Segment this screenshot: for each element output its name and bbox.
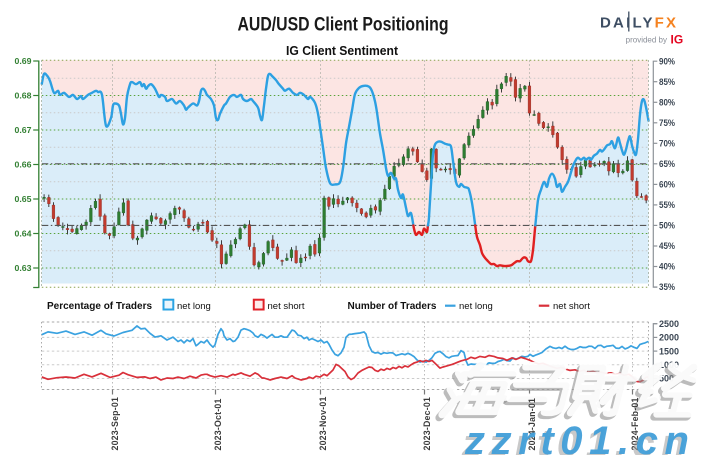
svg-text:70%: 70% bbox=[659, 139, 675, 149]
svg-text:IG Client Sentiment: IG Client Sentiment bbox=[286, 43, 399, 58]
svg-text:Percentage of Traders: Percentage of Traders bbox=[47, 301, 152, 312]
svg-text:2024-Jan-01: 2024-Jan-01 bbox=[527, 398, 537, 451]
svg-text:2023-Dec-01: 2023-Dec-01 bbox=[422, 397, 432, 451]
svg-text:2500: 2500 bbox=[659, 319, 679, 329]
svg-text:2023-Nov-01: 2023-Nov-01 bbox=[318, 396, 328, 450]
svg-text:500: 500 bbox=[659, 374, 674, 384]
svg-text:2000: 2000 bbox=[659, 333, 679, 343]
svg-text:35%: 35% bbox=[659, 282, 675, 292]
svg-text:2023-Oct-01: 2023-Oct-01 bbox=[213, 398, 223, 450]
svg-text:65%: 65% bbox=[659, 159, 675, 169]
svg-text:2023-Sep-01: 2023-Sep-01 bbox=[110, 397, 120, 451]
svg-text:75%: 75% bbox=[659, 118, 675, 128]
svg-text:net short: net short bbox=[553, 301, 590, 312]
svg-text:55%: 55% bbox=[659, 200, 675, 210]
svg-text:zzrt01.cn: zzrt01.cn bbox=[461, 422, 693, 455]
svg-text:AUD/USD Client Positioning: AUD/USD Client Positioning bbox=[238, 15, 449, 36]
svg-text:0.67: 0.67 bbox=[15, 126, 32, 135]
svg-text:0.69: 0.69 bbox=[15, 57, 32, 66]
svg-text:80%: 80% bbox=[659, 98, 675, 108]
svg-text:Number of Traders: Number of Traders bbox=[348, 301, 437, 312]
svg-text:0.64: 0.64 bbox=[15, 229, 32, 238]
svg-text:50%: 50% bbox=[659, 221, 675, 231]
svg-text:DAILYFX: DAILYFX bbox=[600, 15, 678, 32]
svg-text:IG: IG bbox=[671, 33, 684, 47]
svg-text:90%: 90% bbox=[659, 56, 675, 66]
svg-text:2024-Feb-01: 2024-Feb-01 bbox=[630, 397, 640, 450]
svg-text:60%: 60% bbox=[659, 180, 675, 190]
svg-text:net long: net long bbox=[177, 301, 211, 312]
svg-text:zzrt01.cn: zzrt01.cn bbox=[464, 419, 696, 455]
svg-text:0.68: 0.68 bbox=[15, 91, 32, 100]
svg-text:net long: net long bbox=[459, 301, 493, 312]
svg-text:0.66: 0.66 bbox=[15, 160, 32, 169]
svg-text:45%: 45% bbox=[659, 241, 675, 251]
svg-text:85%: 85% bbox=[659, 77, 675, 87]
svg-text:40%: 40% bbox=[659, 262, 675, 272]
svg-text:0.65: 0.65 bbox=[15, 195, 32, 204]
svg-text:1500: 1500 bbox=[659, 346, 679, 356]
svg-text:net short: net short bbox=[268, 301, 305, 312]
svg-text:provided by: provided by bbox=[626, 36, 667, 45]
svg-text:0.63: 0.63 bbox=[15, 264, 32, 273]
